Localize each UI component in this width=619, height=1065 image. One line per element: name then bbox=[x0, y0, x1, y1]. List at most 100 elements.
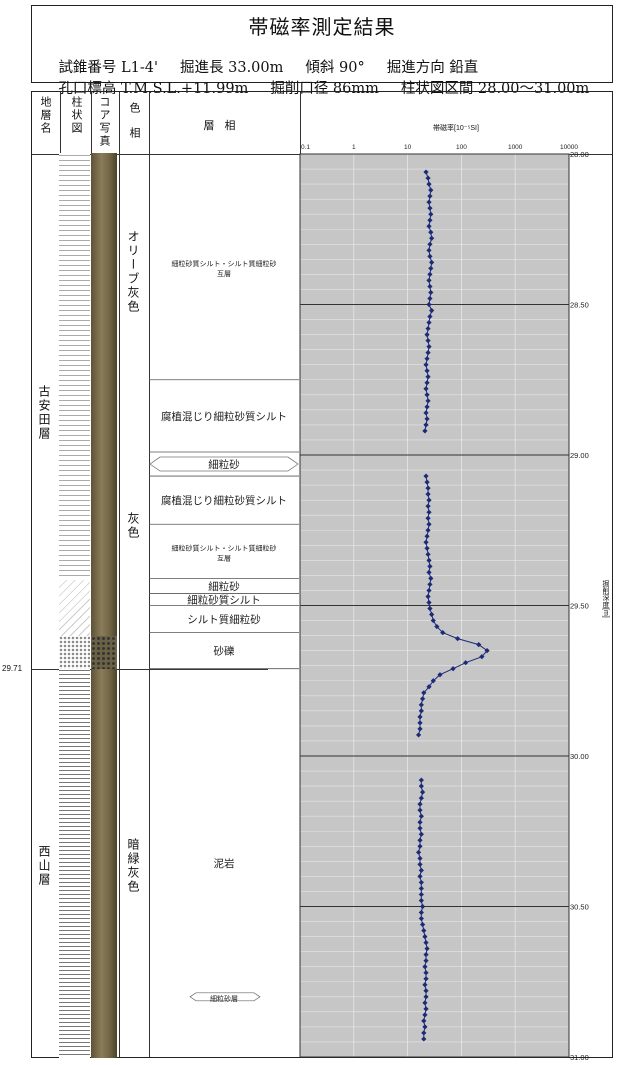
x-tick-label: 10 bbox=[404, 144, 412, 151]
data-point bbox=[417, 873, 423, 879]
depth-tick-label: 29.00 bbox=[570, 451, 589, 460]
data-point bbox=[418, 783, 424, 789]
data-point bbox=[423, 473, 429, 479]
data-point bbox=[418, 897, 424, 904]
x-tick-label: 10000 bbox=[560, 144, 578, 151]
data-point bbox=[422, 982, 428, 988]
data-point bbox=[450, 666, 456, 672]
data-point bbox=[425, 350, 431, 356]
data-point bbox=[426, 684, 432, 690]
x-tick-label: 0.1 bbox=[301, 144, 310, 151]
data-point bbox=[426, 509, 432, 515]
data-point bbox=[419, 903, 426, 910]
columnar-silt-pattern bbox=[59, 153, 90, 580]
depth-tick-label: 31.00 bbox=[570, 1053, 589, 1062]
data-point bbox=[426, 344, 432, 350]
data-point bbox=[484, 648, 490, 654]
data-point bbox=[423, 940, 429, 946]
data-point bbox=[423, 362, 429, 368]
data-point bbox=[429, 259, 435, 265]
data-point bbox=[423, 539, 429, 545]
data-point bbox=[418, 777, 424, 783]
data-point bbox=[423, 970, 429, 976]
col-divider bbox=[149, 92, 150, 1057]
formation-kotanda: 古安田層 bbox=[37, 385, 51, 441]
data-point bbox=[417, 861, 423, 867]
x-tick-label: 100 bbox=[456, 144, 467, 151]
data-point bbox=[415, 849, 422, 855]
data-point bbox=[419, 921, 426, 928]
depth-axis-title: 掘削深度[m] bbox=[602, 580, 609, 618]
facies-label: 細粒砂 bbox=[208, 458, 240, 471]
data-point bbox=[427, 205, 433, 211]
data-point bbox=[476, 642, 482, 648]
data-point bbox=[428, 229, 434, 235]
data-point bbox=[418, 915, 424, 922]
color-olive-gray: オリーブ灰色 bbox=[126, 230, 140, 314]
columnar-gravel-pattern bbox=[59, 636, 90, 669]
data-point bbox=[427, 283, 433, 290]
borehole-id: 試錐番号 L1-4' bbox=[58, 60, 159, 76]
data-point bbox=[418, 831, 424, 837]
x-tick-label: 1000 bbox=[508, 144, 523, 151]
data-point bbox=[423, 988, 429, 994]
boundary-depth-label: 29.71 bbox=[2, 664, 23, 673]
core-photo bbox=[91, 153, 117, 1058]
data-point bbox=[421, 690, 427, 696]
data-point bbox=[429, 307, 435, 314]
drill-length: 掘進長 33.00m bbox=[180, 60, 284, 76]
data-point bbox=[424, 368, 430, 374]
data-point bbox=[455, 636, 461, 642]
data-point bbox=[421, 1036, 427, 1042]
core-photo-gravel bbox=[91, 636, 117, 669]
data-point bbox=[428, 265, 434, 271]
report-header: 帯磁率測定結果 試錐番号 L1-4' 掘進長 33.00m 傾斜 90° 掘進方向 鉛… bbox=[31, 5, 613, 97]
data-point bbox=[430, 617, 436, 624]
data-point bbox=[426, 569, 432, 575]
data-point bbox=[427, 253, 433, 259]
data-point bbox=[434, 623, 440, 630]
data-point bbox=[426, 223, 432, 229]
data-point bbox=[422, 1012, 428, 1018]
facies-label: 細粒砂層 bbox=[210, 994, 238, 1003]
facies-label: 細粒砂 bbox=[208, 580, 240, 593]
data-point bbox=[427, 241, 433, 247]
data-point bbox=[423, 410, 429, 416]
data-point bbox=[418, 885, 424, 892]
data-point bbox=[418, 795, 424, 801]
data-point bbox=[424, 946, 430, 952]
data-point bbox=[425, 593, 431, 600]
data-point bbox=[418, 909, 424, 916]
data-point bbox=[429, 235, 435, 241]
data-point bbox=[426, 319, 432, 326]
data-point bbox=[429, 611, 435, 618]
data-point bbox=[423, 994, 429, 1000]
data-point bbox=[425, 374, 431, 380]
bore-diameter: 掘削口径 86mm bbox=[270, 81, 379, 97]
sand-layer-shape bbox=[149, 456, 299, 472]
data-point bbox=[424, 533, 430, 539]
header-formation: 地層名 bbox=[39, 96, 52, 135]
facies-label: 腐植混じり細粒砂質シルト bbox=[161, 410, 287, 423]
data-point bbox=[418, 891, 424, 898]
data-point bbox=[422, 428, 428, 434]
data-point bbox=[423, 1006, 429, 1012]
data-point bbox=[422, 1024, 428, 1030]
report-title: 帯磁率測定結果 bbox=[248, 15, 396, 39]
data-point bbox=[425, 398, 431, 404]
data-point bbox=[422, 1000, 428, 1006]
data-point bbox=[423, 952, 429, 958]
columnar-sand-pattern bbox=[59, 580, 90, 636]
data-point bbox=[437, 672, 443, 678]
data-point bbox=[424, 479, 430, 485]
data-point bbox=[422, 934, 428, 940]
header-row-1: 試錐番号 L1-4' 掘進長 33.00m 傾斜 90° 掘進方向 鉛直 bbox=[40, 40, 608, 93]
x-tick-label: 1 bbox=[352, 144, 356, 151]
data-point bbox=[415, 732, 422, 738]
data-point bbox=[424, 416, 430, 422]
data-point bbox=[417, 837, 423, 843]
data-point bbox=[417, 714, 423, 720]
data-point bbox=[425, 338, 431, 344]
header-row-2: 孔口標高 T.M.S.L.+11.99m 掘削口径 86mm 柱状図区間 28.00… bbox=[40, 61, 608, 114]
